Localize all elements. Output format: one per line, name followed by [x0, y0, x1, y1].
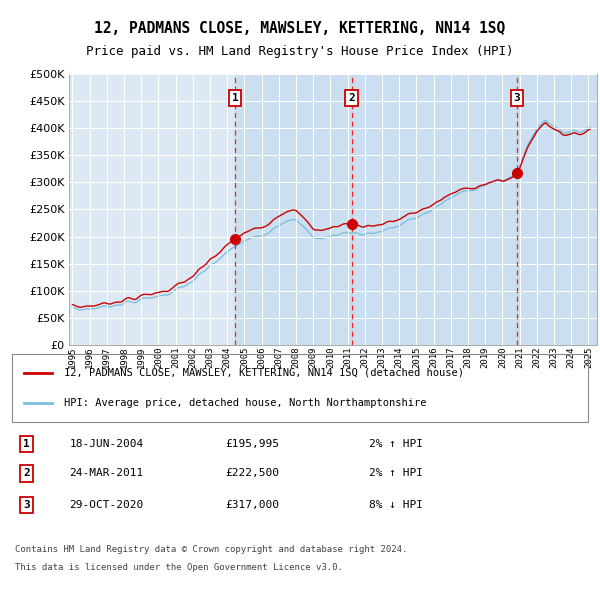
Bar [517, 74, 597, 345]
Text: £195,995: £195,995 [225, 440, 279, 449]
Text: This data is licensed under the Open Government Licence v3.0.: This data is licensed under the Open Gov… [15, 563, 343, 572]
Text: 12, PADMANS CLOSE, MAWSLEY, KETTERING, NN14 1SQ: 12, PADMANS CLOSE, MAWSLEY, KETTERING, N… [94, 21, 506, 36]
Text: 2: 2 [23, 468, 30, 478]
Text: Contains HM Land Registry data © Crown copyright and database right 2024.: Contains HM Land Registry data © Crown c… [15, 545, 407, 555]
Text: 2: 2 [348, 93, 355, 103]
Text: 12, PADMANS CLOSE, MAWSLEY, KETTERING, NN14 1SQ (detached house): 12, PADMANS CLOSE, MAWSLEY, KETTERING, N… [64, 368, 464, 378]
Text: 29-OCT-2020: 29-OCT-2020 [70, 500, 144, 510]
Bar [235, 74, 352, 345]
Text: Price paid vs. HM Land Registry's House Price Index (HPI): Price paid vs. HM Land Registry's House … [86, 45, 514, 58]
Text: 3: 3 [23, 500, 30, 510]
Text: 1: 1 [23, 440, 30, 449]
Text: 2% ↑ HPI: 2% ↑ HPI [369, 468, 423, 478]
Text: HPI: Average price, detached house, North Northamptonshire: HPI: Average price, detached house, Nort… [64, 398, 427, 408]
Text: 18-JUN-2004: 18-JUN-2004 [70, 440, 144, 449]
Text: £317,000: £317,000 [225, 500, 279, 510]
Text: 1: 1 [232, 93, 239, 103]
Text: 24-MAR-2011: 24-MAR-2011 [70, 468, 144, 478]
Bar [352, 74, 517, 345]
Text: 2% ↑ HPI: 2% ↑ HPI [369, 440, 423, 449]
Text: 8% ↓ HPI: 8% ↓ HPI [369, 500, 423, 510]
Text: £222,500: £222,500 [225, 468, 279, 478]
Text: 3: 3 [514, 93, 520, 103]
